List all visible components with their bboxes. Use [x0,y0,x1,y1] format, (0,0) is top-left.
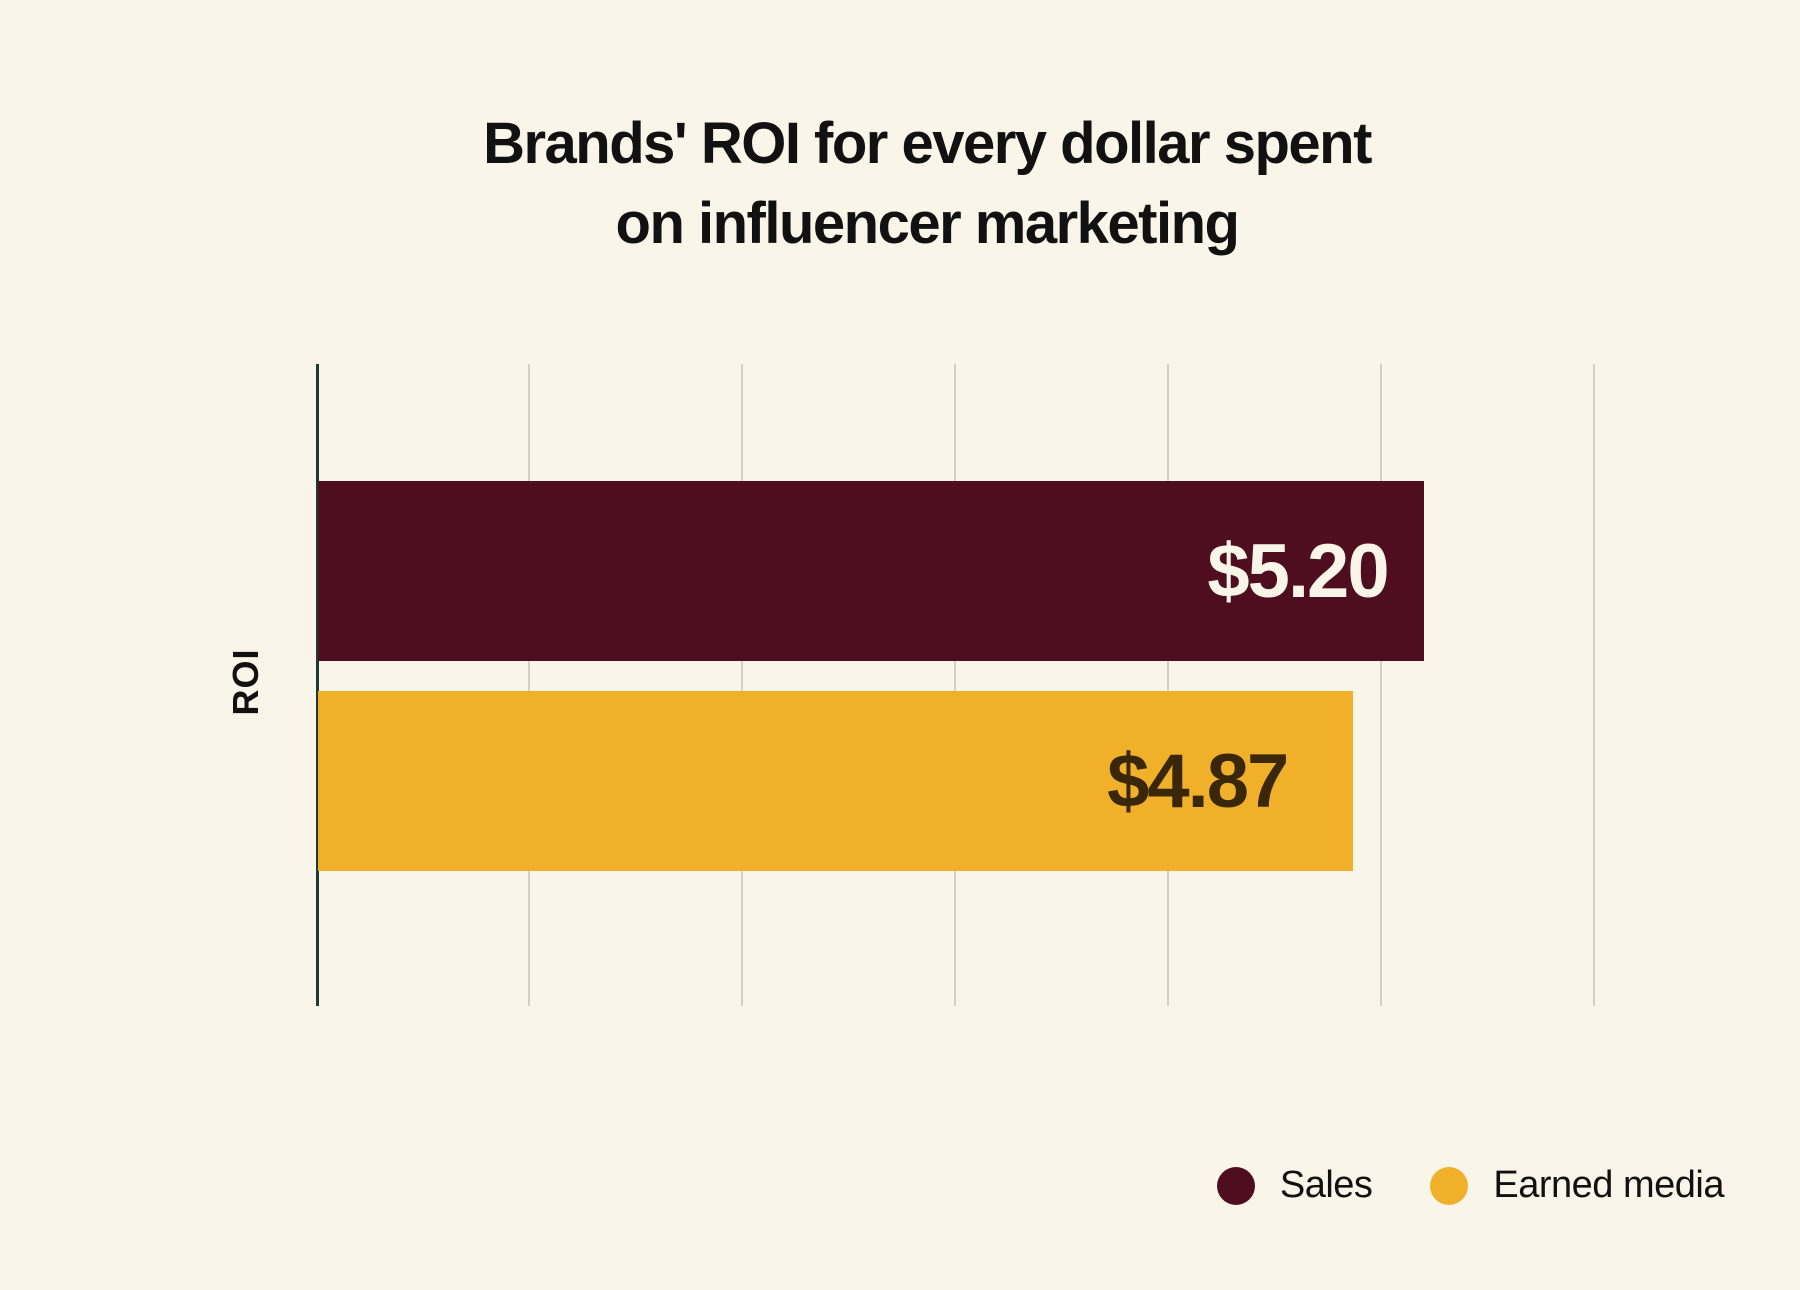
legend-label-sales: Sales [1279,1164,1373,1206]
legend-swatch-sales-icon [1216,1166,1255,1205]
legend-item-sales: Sales [1216,1164,1373,1207]
plot-area: $5.20 $4.87 [316,364,1596,1006]
gridline [741,364,743,1006]
bar-value-label-earned-media: $4.87 [1107,738,1289,824]
chart-title-line-2: on influencer marketing [615,191,1240,256]
legend: Sales Earned media [1159,1164,1724,1207]
gridline [528,364,530,1006]
legend-swatch-earned-media-icon [1430,1166,1469,1205]
gridline [954,364,956,1006]
gridline [1593,364,1595,1006]
gridline [1167,364,1169,1006]
bar-sales: $5.20 [318,481,1424,661]
legend-label-earned-media: Earned media [1493,1164,1724,1206]
legend-item-earned-media: Earned media [1430,1164,1724,1207]
chart-title: Brands' ROI for every dollar spent on in… [0,104,1800,264]
bar-earned-media: $4.87 [318,691,1354,871]
y-axis-label: ROI [225,648,266,716]
y-axis-line [316,364,319,1006]
chart-title-line-1: Brands' ROI for every dollar spent [483,111,1372,176]
bar-value-label-sales: $5.20 [1207,528,1389,614]
gridline [1380,364,1382,1006]
